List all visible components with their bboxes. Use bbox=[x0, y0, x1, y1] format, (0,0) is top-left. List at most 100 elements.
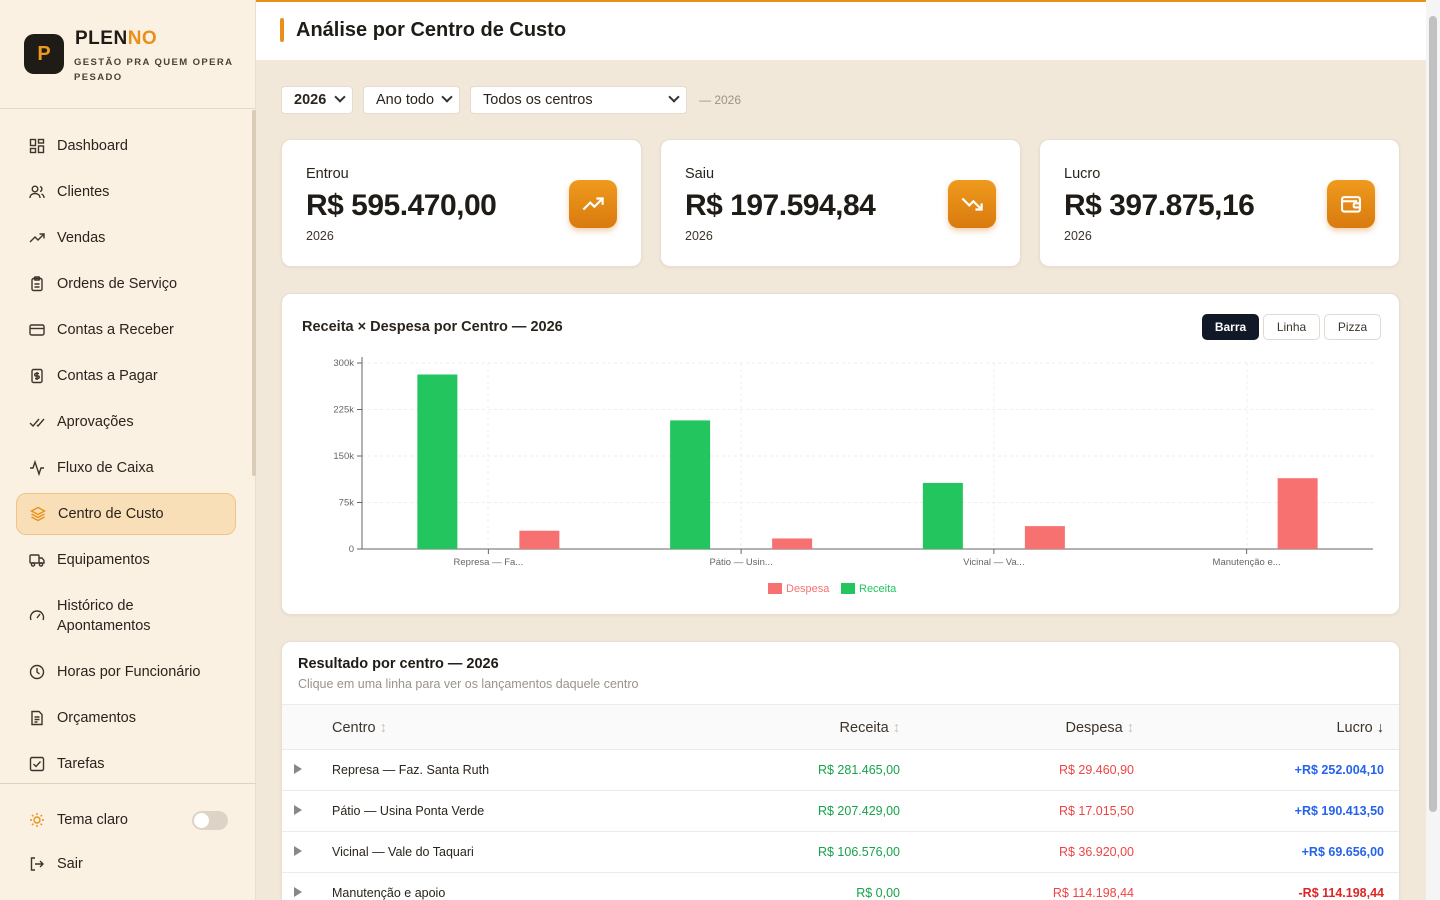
row-centro: Vicinal — Vale do Taquari bbox=[332, 845, 474, 859]
clipboard-icon bbox=[29, 276, 45, 292]
legend-label-despesa: Despesa bbox=[786, 583, 830, 595]
title-accent-bar bbox=[280, 18, 284, 42]
kpi-label: Lucro bbox=[1064, 166, 1101, 182]
theme-toggle-row: Tema claro bbox=[16, 799, 236, 841]
chevron-down-icon bbox=[668, 91, 680, 103]
sidebar-item-label: Dashboard bbox=[57, 138, 128, 154]
chart-mode-pie-button[interactable]: Pizza bbox=[1324, 314, 1381, 340]
row-despesa: R$ 114.198,44 bbox=[1052, 886, 1134, 900]
brand: P PLENNO GESTÃO PRA QUEM OPERA PESADO bbox=[0, 0, 255, 109]
expand-icon[interactable] bbox=[294, 805, 302, 815]
page-scrollbar-thumb[interactable] bbox=[1429, 16, 1437, 812]
sidebar-item-tarefas[interactable]: Tarefas bbox=[16, 743, 236, 785]
theme-label: Tema claro bbox=[57, 812, 128, 828]
page-scrollbar[interactable] bbox=[1426, 0, 1440, 900]
sidebar-item-fluxo-de-caixa[interactable]: Fluxo de Caixa bbox=[16, 447, 236, 489]
logout-label: Sair bbox=[57, 856, 83, 872]
sidebar: P PLENNO GESTÃO PRA QUEM OPERA PESADO Da… bbox=[0, 0, 256, 900]
table-subtitle: Clique em uma linha para ver os lançamen… bbox=[298, 677, 639, 691]
kpi-sub: 2026 bbox=[685, 229, 713, 243]
row-receita: R$ 0,00 bbox=[856, 886, 900, 900]
sidebar-item-label: Contas a Receber bbox=[57, 322, 174, 338]
theme-toggle[interactable] bbox=[192, 811, 228, 830]
col-header-centro[interactable]: Centro ↕ bbox=[332, 720, 387, 736]
sidebar-item-equipamentos[interactable]: Equipamentos bbox=[16, 539, 236, 581]
sidebar-item-label: Aprovações bbox=[57, 414, 134, 430]
sidebar-item-clientes[interactable]: Clientes bbox=[16, 171, 236, 213]
page-title: Análise por Centro de Custo bbox=[296, 19, 567, 41]
sort-icon: ↕ bbox=[379, 720, 387, 736]
sidebar-item-contas-a-receber[interactable]: Contas a Receber bbox=[16, 309, 236, 351]
row-centro: Manutenção e apoio bbox=[332, 886, 446, 900]
col-header-lucro[interactable]: Lucro ↓ bbox=[1336, 720, 1384, 736]
sidebar-item-aprovacoes[interactable]: Aprovações bbox=[16, 401, 236, 443]
chevron-down-icon bbox=[441, 91, 453, 103]
y-tick-label: 225k bbox=[333, 405, 354, 416]
row-receita: R$ 207.429,00 bbox=[817, 804, 900, 818]
bar-receita bbox=[922, 482, 963, 549]
brand-name: PLENNO bbox=[75, 28, 157, 50]
sidebar-item-label: Fluxo de Caixa bbox=[57, 460, 154, 476]
kpi-label: Saiu bbox=[685, 166, 715, 182]
center-select[interactable]: Todos os centros bbox=[470, 86, 687, 114]
col-header-receita[interactable]: Receita ↕ bbox=[840, 720, 900, 736]
trending-down-icon bbox=[948, 180, 996, 228]
sidebar-item-label: Ordens de Serviço bbox=[57, 276, 178, 292]
expand-icon[interactable] bbox=[294, 764, 302, 774]
sidebar-scrollbar[interactable] bbox=[252, 110, 256, 476]
y-tick-label: 75k bbox=[339, 498, 355, 509]
sidebar-item-contas-a-pagar[interactable]: Contas a Pagar bbox=[16, 355, 236, 397]
row-receita: R$ 281.465,00 bbox=[817, 763, 900, 777]
kpi-card-saiu: Saiu R$ 197.594,84 2026 bbox=[660, 139, 1021, 267]
sidebar-item-historico-de-apontamentos[interactable]: Histórico de Apontamentos bbox=[16, 590, 236, 642]
row-despesa: R$ 17.015,50 bbox=[1058, 804, 1134, 818]
bar-receita bbox=[670, 420, 711, 549]
table-row[interactable]: Represa — Faz. Santa Ruth R$ 281.465,00 … bbox=[282, 750, 1399, 791]
users-icon bbox=[29, 184, 45, 200]
row-lucro: +R$ 252.004,10 bbox=[1294, 763, 1384, 777]
y-tick-label: 300k bbox=[333, 358, 354, 369]
row-lucro: -R$ 114.198,44 bbox=[1298, 886, 1385, 900]
kpi-value: R$ 595.470,00 bbox=[306, 189, 497, 222]
table-row[interactable]: Pátio — Usina Ponta Verde R$ 207.429,00 … bbox=[282, 791, 1399, 832]
col-header-despesa[interactable]: Despesa ↕ bbox=[1065, 720, 1134, 736]
expand-icon[interactable] bbox=[294, 846, 302, 856]
sidebar-item-vendas[interactable]: Vendas bbox=[16, 217, 236, 259]
year-select[interactable]: 2026 bbox=[281, 86, 353, 114]
chart-mode-line-button[interactable]: Linha bbox=[1263, 314, 1320, 340]
sidebar-item-label: Orçamentos bbox=[57, 710, 136, 726]
chart-mode-bar-button[interactable]: Barra bbox=[1202, 314, 1259, 340]
brand-name-main: PLEN bbox=[75, 28, 128, 49]
logout-button[interactable]: Sair bbox=[16, 843, 236, 885]
period-select-value: Ano todo bbox=[376, 92, 435, 108]
sidebar-item-ordens-de-servico[interactable]: Ordens de Serviço bbox=[16, 263, 236, 305]
period-select[interactable]: Ano todo bbox=[363, 86, 460, 114]
row-receita: R$ 106.576,00 bbox=[817, 845, 900, 859]
sidebar-divider bbox=[0, 783, 256, 784]
legend-label-receita: Receita bbox=[859, 583, 897, 595]
x-tick-label: Manutenção e... bbox=[1213, 557, 1281, 568]
bar-chart: 0 75k 150k 225k 300k Represa — Fa... Pátio — U… bbox=[333, 357, 1373, 595]
check-square-icon bbox=[29, 756, 45, 772]
table-row[interactable]: Vicinal — Vale do Taquari R$ 106.576,00 … bbox=[282, 832, 1399, 873]
sidebar-item-label: Vendas bbox=[57, 230, 106, 246]
bar-despesa bbox=[519, 530, 560, 549]
sidebar-item-horas-por-funcionario[interactable]: Horas por Funcionário bbox=[16, 651, 236, 693]
file-text-icon bbox=[29, 710, 45, 726]
sidebar-item-orcamentos[interactable]: Orçamentos bbox=[16, 697, 236, 739]
filter-note: — 2026 bbox=[699, 93, 742, 107]
wallet-icon bbox=[1327, 180, 1375, 228]
bar-despesa bbox=[772, 538, 813, 549]
sidebar-item-label: Horas por Funcionário bbox=[57, 664, 201, 680]
table-row[interactable]: Manutenção e apoio R$ 0,00 R$ 114.198,44… bbox=[282, 873, 1399, 900]
sidebar-item-centro-de-custo[interactable]: Centro de Custo bbox=[16, 493, 236, 535]
col-header-label: Centro bbox=[332, 720, 376, 736]
expand-icon[interactable] bbox=[294, 887, 302, 897]
row-centro: Pátio — Usina Ponta Verde bbox=[332, 804, 485, 818]
logo-letter: P bbox=[37, 42, 51, 65]
y-tick-label: 0 bbox=[349, 544, 354, 555]
page-header: Análise por Centro de Custo bbox=[256, 0, 1426, 60]
kpi-label: Entrou bbox=[306, 166, 349, 182]
receipt-icon bbox=[29, 368, 45, 384]
sidebar-item-dashboard[interactable]: Dashboard bbox=[16, 125, 236, 167]
